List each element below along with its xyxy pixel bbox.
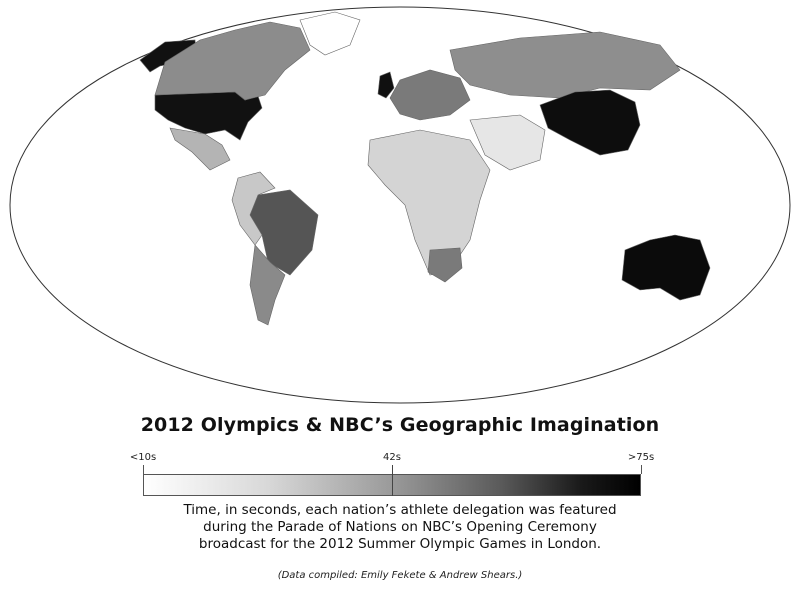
description-line: during the Parade of Nations on NBC’s Op… — [203, 519, 597, 535]
legend-low-label: <10s — [129, 452, 157, 463]
region-united-kingdom — [377, 71, 395, 99]
region-argentina — [249, 244, 286, 326]
region-europe — [389, 69, 471, 121]
legend-high-tick — [641, 465, 642, 474]
region-greenland — [299, 11, 361, 56]
region-south-america-other- — [231, 171, 276, 246]
world-map-svg — [9, 6, 791, 404]
legend-description: Time, in seconds, each nation’s athlete … — [0, 502, 800, 553]
region-south-africa — [427, 247, 463, 283]
world-map — [9, 6, 791, 404]
region-canada — [154, 21, 311, 101]
legend-low-tick — [143, 465, 144, 474]
region-australia — [621, 234, 711, 301]
description-line: Time, in seconds, each nation’s athlete … — [183, 502, 617, 518]
region-russia — [449, 31, 681, 99]
region-china — [539, 89, 641, 156]
map-title: 2012 Olympics & NBC’s Geographic Imagina… — [140, 414, 660, 436]
region-middle-east — [469, 114, 546, 171]
region-mexico — [169, 127, 231, 171]
legend-high-label: >75s — [627, 452, 655, 463]
description-line: broadcast for the 2012 Summer Olympic Ga… — [198, 536, 602, 552]
legend-mid-label: 42s — [383, 452, 401, 463]
legend-mid-tick — [392, 465, 393, 496]
data-credit: (Data compiled: Emily Fekete & Andrew Sh… — [277, 570, 523, 581]
